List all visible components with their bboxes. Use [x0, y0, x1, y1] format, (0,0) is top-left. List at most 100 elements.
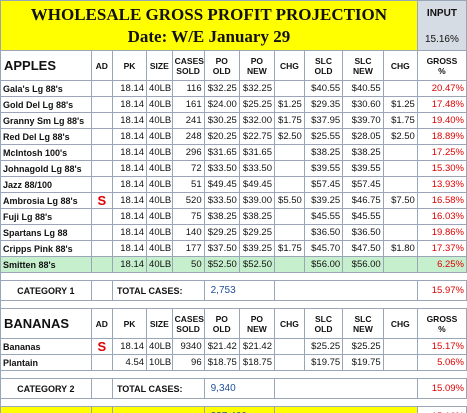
size-cell[interactable]: 40LB: [146, 208, 173, 225]
pk-cell[interactable]: 4.54: [111, 354, 148, 371]
po-new-cell[interactable]: $52.50: [238, 256, 275, 273]
chg2-cell[interactable]: $7.50: [382, 192, 418, 209]
po-old-cell[interactable]: $52.50: [203, 256, 240, 273]
po-old-cell[interactable]: $20.25: [203, 128, 240, 145]
size-cell[interactable]: 40LB: [146, 80, 173, 97]
pk-cell[interactable]: 18.14: [111, 240, 148, 257]
size-cell[interactable]: 40LB: [146, 160, 173, 177]
gross-cell[interactable]: 20.47%: [416, 80, 467, 97]
gross-cell[interactable]: 15.30%: [416, 160, 467, 177]
chg-cell[interactable]: $5.50: [273, 192, 305, 209]
item-name[interactable]: Gold Del Lg 88's: [0, 96, 92, 113]
table-row[interactable]: Bananas S 18.14 40LB 9340 $21.42 $21.42 $25.25 $…: [0, 338, 467, 355]
ad-flag[interactable]: [90, 128, 113, 145]
pk-cell[interactable]: 18.14: [111, 128, 148, 145]
chg2-cell[interactable]: [382, 224, 418, 241]
table-row[interactable]: Granny Sm Lg 88's 18.14 40LB 241 $30.25 $32.0…: [0, 112, 467, 129]
chg2-cell[interactable]: [382, 144, 418, 161]
size-cell[interactable]: 40LB: [146, 192, 173, 209]
cases-cell[interactable]: 50: [171, 256, 205, 273]
slc-new-cell[interactable]: $46.75: [342, 192, 384, 209]
size-cell[interactable]: 40LB: [146, 96, 173, 113]
po-new-cell[interactable]: $29.25: [238, 224, 275, 241]
item-name[interactable]: Smitten 88's: [0, 256, 92, 273]
table-row[interactable]: Fuji Lg 88's 18.14 40LB 75 $38.25 $38.25 $45.5…: [0, 208, 467, 225]
item-name[interactable]: Plantain: [0, 354, 92, 371]
pk-cell[interactable]: 18.14: [111, 224, 148, 241]
cases-cell[interactable]: 248: [171, 128, 205, 145]
po-old-cell[interactable]: $38.25: [203, 208, 240, 225]
gross-cell[interactable]: 17.25%: [416, 144, 467, 161]
item-name[interactable]: Fuji Lg 88's: [0, 208, 92, 225]
po-new-cell[interactable]: $21.42: [238, 338, 275, 355]
pk-cell[interactable]: 18.14: [111, 338, 148, 355]
slc-old-cell[interactable]: $39.55: [303, 160, 344, 177]
chg-cell[interactable]: [273, 176, 305, 193]
chg-cell[interactable]: [273, 144, 305, 161]
cases-cell[interactable]: 51: [171, 176, 205, 193]
table-row[interactable]: McIntosh 100's 18.14 40LB 296 $31.65 $31.65 $3…: [0, 144, 467, 161]
slc-new-cell[interactable]: $47.50: [342, 240, 384, 257]
item-name[interactable]: Ambrosia Lg 88's: [0, 192, 92, 209]
size-cell[interactable]: 40LB: [146, 256, 173, 273]
chg2-cell[interactable]: [382, 256, 418, 273]
table-row[interactable]: Plantain 4.54 10LB 96 $18.75 $18.75 $19.75 $19.…: [0, 354, 467, 371]
ad-flag[interactable]: [90, 144, 113, 161]
chg2-cell[interactable]: [382, 338, 418, 355]
item-name[interactable]: Spartans Lg 88: [0, 224, 92, 241]
pk-cell[interactable]: 18.14: [111, 160, 148, 177]
slc-old-cell[interactable]: $45.55: [303, 208, 344, 225]
ad-flag[interactable]: S: [90, 338, 113, 355]
po-new-cell[interactable]: $33.50: [238, 160, 275, 177]
slc-old-cell[interactable]: $36.50: [303, 224, 344, 241]
chg-cell[interactable]: $1.75: [273, 112, 305, 129]
cases-cell[interactable]: 140: [171, 224, 205, 241]
table-row[interactable]: Ambrosia Lg 88's S 18.14 40LB 520 $33.50 $39.0…: [0, 192, 467, 209]
slc-old-cell[interactable]: $19.75: [303, 354, 344, 371]
po-new-cell[interactable]: $32.00: [238, 112, 275, 129]
chg-cell[interactable]: [273, 256, 305, 273]
po-old-cell[interactable]: $30.25: [203, 112, 240, 129]
gross-cell[interactable]: 16.03%: [416, 208, 467, 225]
cases-cell[interactable]: 9340: [171, 338, 205, 355]
po-new-cell[interactable]: $18.75: [238, 354, 275, 371]
chg-cell[interactable]: [273, 354, 305, 371]
chg-cell[interactable]: [273, 208, 305, 225]
chg2-cell[interactable]: $1.75: [382, 112, 418, 129]
pk-cell[interactable]: 18.14: [111, 144, 148, 161]
gross-cell[interactable]: 18.89%: [416, 128, 467, 145]
pk-cell[interactable]: 18.14: [111, 112, 148, 129]
chg-cell[interactable]: $1.75: [273, 240, 305, 257]
chg-cell[interactable]: $2.50: [273, 128, 305, 145]
chg2-cell[interactable]: $1.80: [382, 240, 418, 257]
size-cell[interactable]: 40LB: [146, 112, 173, 129]
chg2-cell[interactable]: [382, 208, 418, 225]
size-cell[interactable]: 40LB: [146, 224, 173, 241]
gross-cell[interactable]: 13.93%: [416, 176, 467, 193]
po-new-cell[interactable]: $39.00: [238, 192, 275, 209]
chg-cell[interactable]: [273, 224, 305, 241]
cases-cell[interactable]: 241: [171, 112, 205, 129]
item-name[interactable]: McIntosh 100's: [0, 144, 92, 161]
po-old-cell[interactable]: $24.00: [203, 96, 240, 113]
slc-old-cell[interactable]: $29.35: [303, 96, 344, 113]
ad-flag[interactable]: [90, 354, 113, 371]
pk-cell[interactable]: 18.14: [111, 192, 148, 209]
slc-new-cell[interactable]: $40.55: [342, 80, 384, 97]
ad-flag[interactable]: [90, 224, 113, 241]
gross-cell[interactable]: 6.25%: [416, 256, 467, 273]
po-new-cell[interactable]: $49.45: [238, 176, 275, 193]
slc-new-cell[interactable]: $56.00: [342, 256, 384, 273]
size-cell[interactable]: 10LB: [146, 354, 173, 371]
chg2-cell[interactable]: [382, 176, 418, 193]
ad-flag[interactable]: [90, 240, 113, 257]
slc-new-cell[interactable]: $28.05: [342, 128, 384, 145]
slc-old-cell[interactable]: $39.25: [303, 192, 344, 209]
slc-new-cell[interactable]: $19.75: [342, 354, 384, 371]
size-cell[interactable]: 40LB: [146, 240, 173, 257]
po-old-cell[interactable]: $21.42: [203, 338, 240, 355]
item-name[interactable]: Johnagold Lg 88's: [0, 160, 92, 177]
chg2-cell[interactable]: $2.50: [382, 128, 418, 145]
cases-cell[interactable]: 116: [171, 80, 205, 97]
table-row[interactable]: Gold Del Lg 88's 18.14 40LB 161 $24.00 $25.25…: [0, 96, 467, 113]
